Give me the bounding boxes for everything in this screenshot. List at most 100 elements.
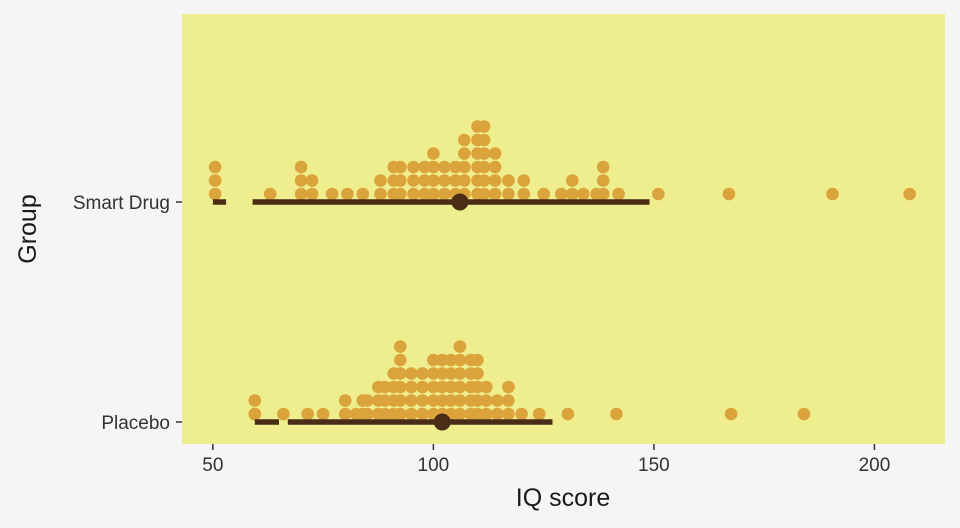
smart-drug-dot: [305, 174, 319, 187]
placebo-dot: [405, 394, 418, 407]
smart-drug-dot: [612, 187, 625, 201]
smart-drug-dot: [537, 187, 550, 201]
smart-drug-dot: [596, 174, 610, 187]
placebo-dot: [444, 367, 458, 380]
smart-drug-dot: [555, 187, 568, 201]
smart-drug-dot: [596, 160, 610, 174]
smart-drug-dot: [438, 187, 451, 201]
placebo-dot: [394, 394, 407, 407]
smart-drug-dot: [488, 174, 502, 187]
smart-drug-dot: [652, 187, 665, 201]
smart-drug-dot: [458, 133, 471, 147]
placebo-dot: [405, 380, 418, 394]
smart-drug-dot: [427, 187, 440, 201]
smart-drug-dot: [566, 174, 579, 187]
placebo-dot: [416, 407, 429, 421]
smart-drug-dot: [458, 174, 471, 187]
smart-drug-dot: [394, 187, 407, 201]
placebo-dot: [444, 380, 458, 394]
smart-drug-dot: [517, 187, 531, 201]
smart-drug-dot: [458, 147, 471, 160]
placebo-dot: [444, 394, 458, 407]
x-tick-label: 50: [202, 455, 223, 476]
placebo-dot: [444, 353, 458, 367]
smart-drug-dot: [418, 160, 431, 174]
placebo-dot: [338, 407, 352, 421]
smart-drug-dot: [449, 160, 462, 174]
smart-drug-dot: [208, 160, 222, 174]
placebo-dot: [453, 353, 467, 367]
smart-drug-dot: [294, 187, 308, 201]
smart-drug-dot: [263, 187, 277, 201]
placebo-dot: [394, 367, 407, 380]
placebo-dot: [471, 353, 484, 367]
placebo-dot: [378, 380, 392, 394]
placebo-dot: [405, 407, 418, 421]
placebo-dot: [416, 367, 429, 380]
smart-drug-dot: [566, 187, 579, 201]
placebo-dot: [360, 407, 374, 421]
placebo-dot: [471, 367, 484, 380]
placebo-dot: [378, 394, 392, 407]
placebo-dot: [532, 407, 546, 421]
smart-drug-y-tick-label: Smart Drug: [73, 193, 170, 214]
smart-drug-dot: [427, 160, 440, 174]
placebo-dot: [301, 407, 315, 421]
smart-drug-dot: [438, 160, 451, 174]
placebo-dot: [394, 353, 407, 367]
smart-drug-dot: [458, 160, 471, 174]
x-tick-label: 150: [638, 455, 670, 476]
smart-drug-dot: [341, 187, 354, 201]
smart-drug-dot: [826, 187, 839, 201]
smart-drug-dot: [208, 174, 222, 187]
placebo-dot: [360, 394, 374, 407]
placebo-dot: [453, 394, 467, 407]
placebo-dot: [248, 394, 262, 407]
placebo-dot: [471, 380, 484, 394]
smart-drug-dot: [394, 160, 407, 174]
placebo-dot: [453, 407, 467, 421]
placebo-dot: [471, 407, 484, 421]
smart-drug-dot: [407, 187, 420, 201]
placebo-dot: [435, 380, 449, 394]
placebo-dot: [453, 340, 467, 353]
placebo-dot: [610, 407, 623, 421]
smart-drug-dot: [427, 174, 440, 187]
placebo-dot: [480, 380, 493, 394]
smart-drug-dot: [374, 174, 387, 187]
placebo-dot: [277, 407, 290, 421]
smart-drug-dot: [502, 187, 515, 201]
placebo-dot: [416, 394, 429, 407]
y-axis-title: Group: [14, 194, 42, 263]
smart-drug-dot: [477, 147, 491, 160]
smart-drug-dot: [208, 187, 222, 201]
smart-drug-dot: [722, 187, 736, 201]
smart-drug-dot: [438, 174, 451, 187]
smart-drug-dot: [407, 174, 420, 187]
placebo-dot: [316, 407, 330, 421]
placebo-dot: [453, 380, 467, 394]
smart-drug-dot: [294, 160, 308, 174]
smart-drug-dot: [477, 174, 491, 187]
placebo-dot: [427, 353, 440, 367]
placebo-dot: [491, 407, 504, 421]
smart-drug-dot: [577, 187, 590, 201]
placebo-dot: [561, 407, 575, 421]
placebo-dot: [248, 407, 262, 421]
smart-drug-dot: [427, 147, 440, 160]
placebo-y-tick-label: Placebo: [101, 413, 170, 434]
smart-drug-dot: [477, 160, 491, 174]
placebo-dot: [797, 407, 811, 421]
placebo-dot: [435, 367, 449, 380]
x-axis-title: IQ score: [516, 484, 610, 512]
smart-drug-dot: [449, 174, 462, 187]
placebo-dot: [394, 340, 407, 353]
smart-drug-dot: [903, 187, 916, 201]
smart-drug-dot: [294, 174, 308, 187]
smart-drug-dot: [418, 187, 431, 201]
smart-drug-dot: [477, 120, 491, 133]
placebo-dot: [480, 407, 493, 421]
smart-drug-dot: [488, 160, 502, 174]
placebo-dot: [394, 407, 407, 421]
smart-drug-dot: [418, 174, 431, 187]
